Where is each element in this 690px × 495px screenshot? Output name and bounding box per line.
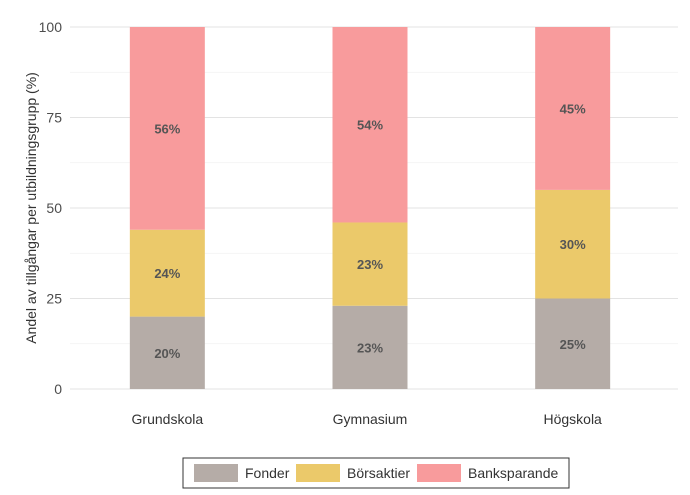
y-tick-label: 50 xyxy=(46,200,62,216)
data-label: 54% xyxy=(357,118,383,133)
x-tick-label: Högskola xyxy=(543,411,602,427)
y-axis-title: Andel av tillgångar per utbildningsgrupp… xyxy=(23,72,39,344)
y-tick-label: 100 xyxy=(39,19,63,35)
bar-segment-banksparande-gymnasium xyxy=(332,27,408,223)
legend-label-borsaktier: Börsaktier xyxy=(347,465,410,481)
bar-segment-fonder-gymnasium xyxy=(332,305,408,389)
legend: Fonder Börsaktier Banksparande xyxy=(182,457,570,489)
data-label: 24% xyxy=(154,266,180,281)
bar-segment-banksparande-grundskola xyxy=(129,27,205,230)
bar-segment-banksparande-hgskola xyxy=(535,27,611,190)
data-label: 56% xyxy=(154,121,180,136)
data-label: 45% xyxy=(560,101,586,116)
bar-segment-fonder-hgskola xyxy=(535,298,611,389)
bar-segment-brsaktier-grundskola xyxy=(129,229,205,317)
bar-segment-brsaktier-hgskola xyxy=(535,189,611,299)
data-label: 23% xyxy=(357,340,383,355)
x-axis-ticks: Grundskola Gymnasium Högskola xyxy=(132,411,603,427)
x-tick-label: Grundskola xyxy=(132,411,204,427)
bar-segment-fonder-grundskola xyxy=(129,316,205,389)
y-axis-ticks: 0 25 50 75 100 xyxy=(39,19,63,397)
data-label: 30% xyxy=(560,237,586,252)
y-tick-label: 0 xyxy=(54,381,62,397)
x-tick-label: Gymnasium xyxy=(333,411,408,427)
data-label: 23% xyxy=(357,257,383,272)
data-label: 25% xyxy=(560,337,586,352)
data-labels: 20% 24% 56% 23% 23% 54% 25% 30% 45% xyxy=(154,101,586,360)
bar-segment-brsaktier-gymnasium xyxy=(332,222,408,306)
legend-label-fonder: Fonder xyxy=(245,465,290,481)
legend-swatch-borsaktier xyxy=(296,464,340,482)
legend-swatch-fonder xyxy=(194,464,238,482)
y-tick-label: 75 xyxy=(46,110,62,126)
data-label: 20% xyxy=(154,346,180,361)
legend-label-banksparande: Banksparande xyxy=(468,465,559,481)
y-tick-label: 25 xyxy=(46,291,62,307)
legend-swatch-banksparande xyxy=(417,464,461,482)
legend-frame xyxy=(182,457,570,489)
bars xyxy=(129,27,611,389)
